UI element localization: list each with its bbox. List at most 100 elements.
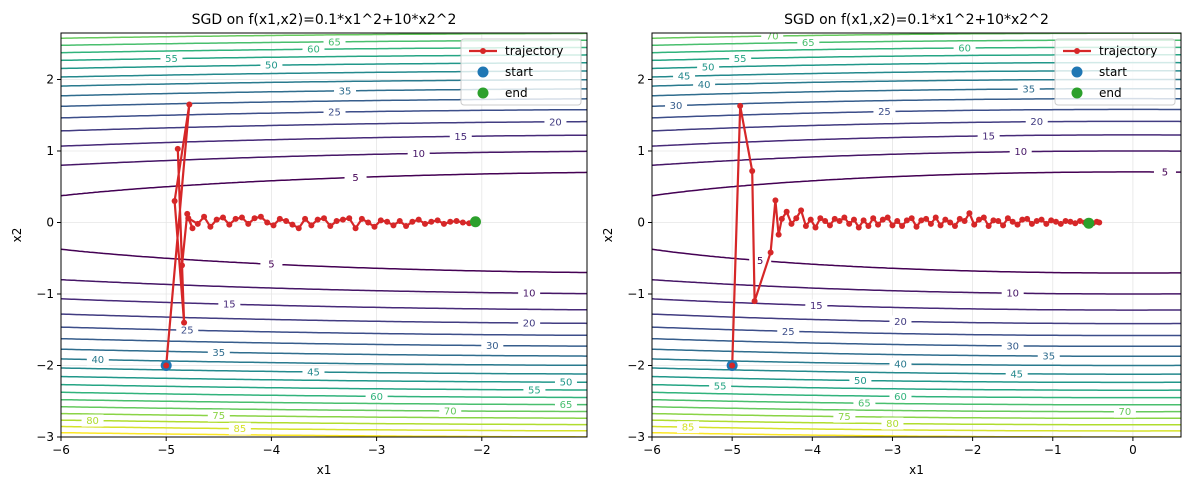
y-axis-label: x2 <box>601 228 615 243</box>
trajectory-point <box>314 216 321 223</box>
trajectory-series <box>163 101 479 369</box>
contour-label: 50 <box>702 63 715 74</box>
end-marker <box>1083 217 1095 229</box>
contour-label-bg <box>665 99 688 112</box>
contour-label: 20 <box>549 117 562 128</box>
trajectory-point <box>860 217 867 224</box>
contour-label: 35 <box>1042 352 1055 363</box>
trajectory-point <box>245 220 252 227</box>
contour-label: 40 <box>91 355 104 366</box>
trajectory-point <box>440 220 447 227</box>
x-tick-label: −6 <box>643 443 661 457</box>
contour-label-bg <box>1017 83 1040 96</box>
x-axis-label: x1 <box>909 463 924 477</box>
contour-label: 45 <box>1010 369 1023 380</box>
trajectory-point <box>358 215 365 222</box>
trajectory-point <box>767 249 774 256</box>
trajectory-point <box>846 220 853 227</box>
contours: 5510101515202025253030353540404545505055… <box>652 33 1181 437</box>
trajectory-point <box>238 214 245 221</box>
y-tick-label: 2 <box>46 72 54 86</box>
trajectory-point <box>985 223 992 230</box>
contour-label-bg <box>176 324 199 337</box>
contour-label-bg <box>439 404 462 417</box>
contour-label-bg <box>1005 367 1028 380</box>
contour-label: 5 <box>352 173 358 184</box>
contour-label: 35 <box>1022 85 1035 96</box>
contour-label: 75 <box>838 412 851 423</box>
contour-label: 20 <box>894 317 907 328</box>
trajectory-point <box>377 217 384 224</box>
trajectory-point <box>339 216 346 223</box>
contour-line-70 <box>61 33 587 39</box>
trajectory-point <box>189 225 196 232</box>
contour-line-15 <box>61 134 587 147</box>
trajectory-point <box>276 215 283 222</box>
contour-line-5 <box>61 248 587 274</box>
contour-label-bg <box>761 33 784 43</box>
trajectory-point <box>1009 218 1016 225</box>
trajectory-point <box>308 222 315 229</box>
contour-label-bg <box>889 357 912 370</box>
contour-label: 65 <box>560 400 573 411</box>
contour-label: 10 <box>1006 289 1019 300</box>
trajectory-point <box>1052 218 1059 225</box>
contour-line-30 <box>652 337 1181 348</box>
contour-label: 60 <box>894 392 907 403</box>
contour-line-20 <box>652 313 1181 325</box>
contour-label-bg <box>1113 405 1136 418</box>
y-tick-label: 1 <box>637 144 645 158</box>
trajectory-point <box>186 101 193 108</box>
contour-label: 35 <box>339 86 352 97</box>
trajectory-point <box>1000 222 1007 229</box>
contour-label: 40 <box>698 80 711 91</box>
trajectory-point <box>415 216 422 223</box>
contour-line-15 <box>61 298 587 311</box>
contour-label: 55 <box>714 382 727 393</box>
contour-label-bg <box>449 130 472 143</box>
contour-line-65 <box>61 398 587 406</box>
trajectory-point <box>321 215 327 222</box>
contour-line-70 <box>652 33 1181 39</box>
trajectory-point <box>1038 216 1045 223</box>
trajectory-point <box>201 213 208 220</box>
contour-line-50 <box>61 375 587 383</box>
contour-line-10 <box>61 150 587 167</box>
contour-line-70 <box>652 405 1181 413</box>
contour-label-bg <box>729 52 752 65</box>
trajectory-point <box>817 215 824 222</box>
trajectory-point <box>251 215 258 222</box>
trajectory-point <box>226 221 233 228</box>
contour-label-bg <box>1009 145 1032 158</box>
contour-label: 30 <box>1006 341 1019 352</box>
trajectory-point <box>1072 220 1079 227</box>
trajectory-point <box>1057 220 1064 227</box>
contour-label-bg <box>1153 166 1176 179</box>
x-tick-label: −2 <box>473 443 491 457</box>
x-tick-label: 0 <box>1129 443 1137 457</box>
trajectory-point <box>918 217 925 224</box>
contour-line-10 <box>61 278 587 295</box>
trajectory-point <box>1024 215 1031 222</box>
legend: trajectory start end <box>460 38 582 106</box>
contour-line-25 <box>652 326 1181 337</box>
contour-label: 10 <box>412 149 425 160</box>
trajectory-point <box>181 319 188 326</box>
contour-line-55 <box>61 383 587 391</box>
contour-label-bg <box>889 315 912 328</box>
trajectory-point <box>1014 221 1021 228</box>
contour-label: 20 <box>1030 117 1043 128</box>
contour-label: 50 <box>560 378 573 389</box>
trajectory-point <box>831 215 838 222</box>
contour-label-bg <box>260 59 283 72</box>
contour-label: 80 <box>886 419 899 430</box>
contour-label-bg <box>407 147 430 160</box>
contour-label: 85 <box>233 424 246 435</box>
trajectory-point <box>976 216 983 223</box>
trajectory-point <box>850 216 857 223</box>
contour-label-bg <box>554 398 577 411</box>
trajectory-point <box>927 220 934 227</box>
x-tick-label: −5 <box>157 443 175 457</box>
legend-trajectory-marker <box>1074 48 1080 54</box>
